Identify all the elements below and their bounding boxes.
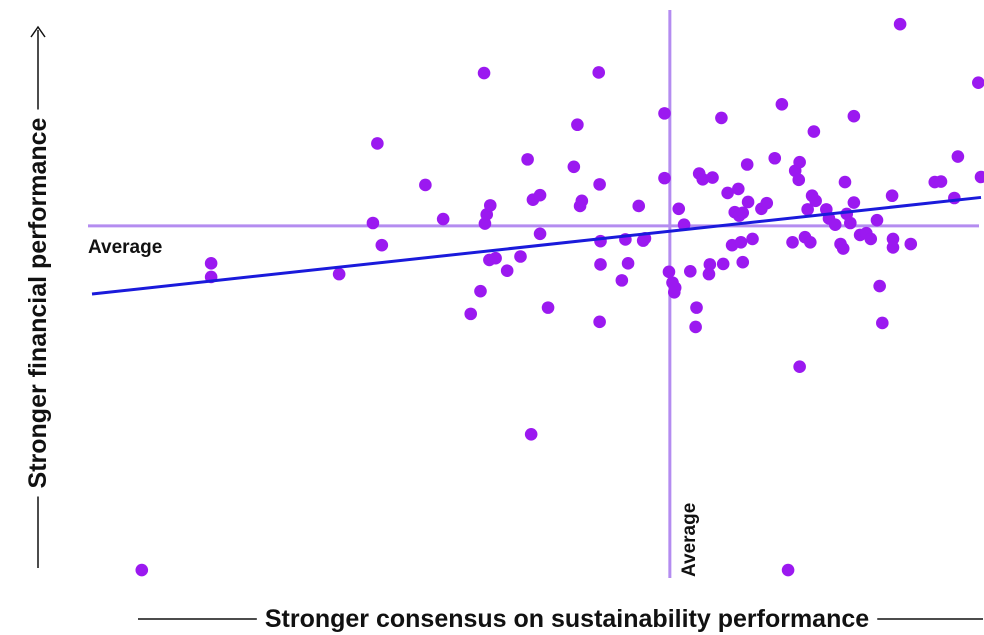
data-point-80 bbox=[801, 203, 814, 216]
data-point-58 bbox=[716, 257, 730, 271]
data-point-105 bbox=[904, 237, 918, 251]
data-point-41 bbox=[658, 107, 671, 120]
data-point-69 bbox=[746, 232, 759, 246]
data-point-31 bbox=[593, 178, 606, 191]
data-point-36 bbox=[615, 274, 629, 287]
data-point-100 bbox=[876, 316, 889, 330]
data-point-55 bbox=[703, 258, 717, 271]
data-point-87 bbox=[828, 218, 842, 232]
reference-lines bbox=[88, 10, 979, 578]
data-point-21 bbox=[524, 427, 538, 441]
y-average-label: Average bbox=[88, 237, 162, 258]
data-point-107 bbox=[934, 175, 948, 188]
data-point-7 bbox=[375, 238, 389, 252]
data-point-27 bbox=[571, 118, 584, 132]
data-point-110 bbox=[974, 170, 984, 184]
data-point-103 bbox=[886, 241, 900, 254]
data-point-73 bbox=[775, 97, 789, 111]
data-point-101 bbox=[885, 189, 899, 203]
data-point-49 bbox=[683, 264, 697, 278]
data-point-11 bbox=[474, 284, 487, 298]
data-point-98 bbox=[870, 213, 884, 227]
data-point-1 bbox=[135, 563, 149, 577]
data-point-59 bbox=[721, 186, 734, 200]
data-point-32 bbox=[594, 234, 607, 248]
data-point-72 bbox=[768, 151, 782, 165]
data-point-68 bbox=[741, 195, 755, 209]
data-point-90 bbox=[838, 175, 852, 189]
data-point-57 bbox=[715, 111, 728, 125]
data-point-19 bbox=[514, 250, 527, 263]
data-point-43 bbox=[662, 265, 676, 279]
data-point-93 bbox=[847, 196, 861, 209]
y-axis-arrow-icon bbox=[30, 25, 46, 38]
data-point-4 bbox=[332, 267, 346, 281]
data-point-54 bbox=[702, 267, 716, 281]
data-point-109 bbox=[951, 150, 965, 163]
data-point-34 bbox=[593, 315, 606, 329]
data-point-24 bbox=[533, 227, 547, 241]
trend-line bbox=[91, 195, 982, 296]
data-point-76 bbox=[792, 173, 806, 187]
x-average-label: Average bbox=[679, 503, 700, 577]
data-point-50 bbox=[689, 320, 702, 334]
data-point-26 bbox=[567, 160, 581, 174]
data-point-104 bbox=[893, 17, 907, 31]
data-point-108 bbox=[948, 191, 961, 205]
data-point-66 bbox=[736, 255, 750, 269]
data-point-20 bbox=[521, 153, 534, 166]
y-axis-title-text: Stronger financial performance bbox=[24, 117, 52, 488]
data-point-51 bbox=[690, 301, 703, 314]
data-point-12 bbox=[477, 66, 491, 80]
data-point-25 bbox=[541, 301, 555, 314]
data-point-92 bbox=[844, 216, 857, 230]
y-axis-title: Stronger financial performance bbox=[24, 25, 52, 568]
data-point-6 bbox=[371, 137, 384, 150]
data-point-42 bbox=[658, 171, 671, 185]
data-point-23 bbox=[533, 188, 547, 202]
data-point-30 bbox=[592, 66, 606, 79]
data-point-64 bbox=[734, 236, 748, 249]
data-point-56 bbox=[706, 171, 719, 184]
data-point-8 bbox=[419, 178, 432, 192]
data-point-47 bbox=[672, 202, 686, 216]
data-point-89 bbox=[836, 242, 850, 255]
data-point-111 bbox=[972, 76, 984, 90]
x-axis-title: Stronger consensus on sustainability per… bbox=[138, 605, 983, 633]
data-point-77 bbox=[793, 155, 806, 169]
data-point-38 bbox=[632, 199, 646, 213]
x-axis-title-text: Stronger consensus on sustainability per… bbox=[265, 605, 869, 633]
data-point-62 bbox=[732, 182, 745, 196]
data-point-99 bbox=[873, 279, 886, 293]
data-points bbox=[135, 17, 984, 577]
data-point-33 bbox=[594, 258, 607, 271]
data-point-71 bbox=[760, 196, 774, 210]
data-point-78 bbox=[793, 360, 806, 374]
data-point-53 bbox=[696, 172, 710, 186]
data-point-15 bbox=[483, 199, 497, 212]
data-point-74 bbox=[786, 236, 799, 249]
data-point-17 bbox=[489, 251, 502, 265]
data-point-67 bbox=[740, 158, 754, 171]
data-point-9 bbox=[436, 212, 450, 226]
data-point-2 bbox=[204, 257, 218, 270]
data-point-94 bbox=[847, 109, 861, 123]
data-point-5 bbox=[366, 216, 380, 230]
data-point-46 bbox=[668, 281, 682, 295]
data-point-81 bbox=[804, 236, 817, 249]
data-point-37 bbox=[621, 257, 635, 270]
data-point-97 bbox=[864, 232, 878, 246]
data-point-83 bbox=[807, 125, 821, 138]
data-point-65 bbox=[736, 206, 750, 220]
data-point-10 bbox=[464, 307, 478, 321]
data-point-29 bbox=[575, 194, 589, 208]
data-point-18 bbox=[500, 264, 514, 278]
data-point-84 bbox=[809, 194, 822, 208]
data-point-112 bbox=[781, 563, 795, 577]
